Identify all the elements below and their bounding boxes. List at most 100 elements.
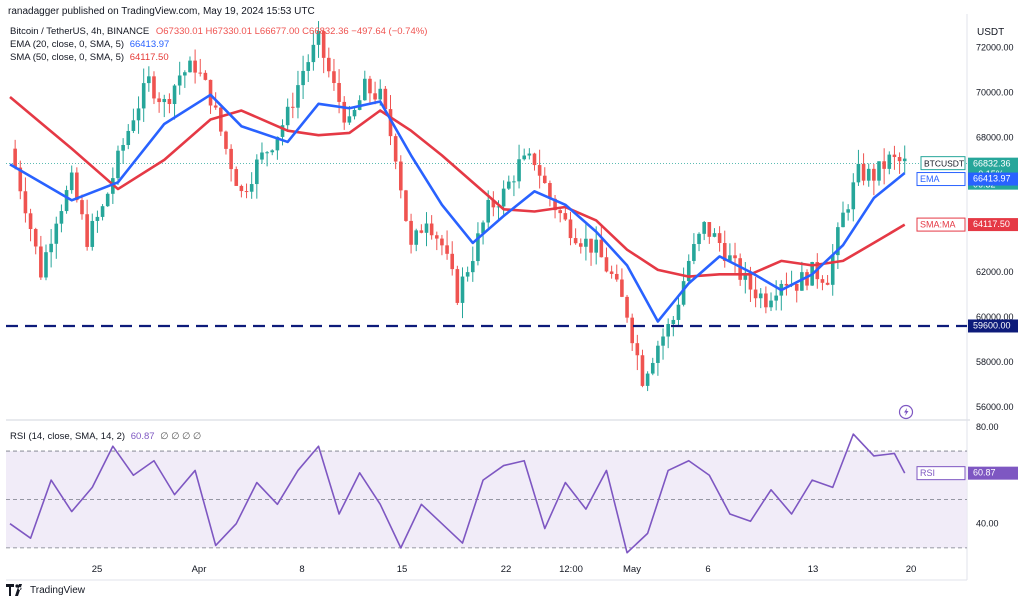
candle-body (702, 222, 706, 234)
candle-body (856, 163, 861, 183)
candle-body (419, 230, 424, 233)
sma-tag-label-box (916, 217, 966, 232)
candle-body (681, 281, 686, 305)
rsi-band (6, 451, 967, 548)
legend-sma-value: 64117.50 (129, 52, 169, 63)
candle-body (239, 185, 244, 192)
ema-tag-label-box (916, 172, 966, 187)
candle-body (666, 323, 670, 337)
candle-body (244, 191, 249, 193)
rsi-tag-box (968, 466, 1018, 480)
candle-body (861, 163, 866, 181)
candle-body (167, 98, 172, 105)
candle-body (841, 212, 845, 228)
time-tick-label: 20 (906, 564, 917, 575)
candle-body (172, 85, 177, 105)
time-tick-label: 8 (299, 564, 304, 575)
candle-body (219, 107, 223, 132)
candle-body (733, 255, 737, 259)
candle-body (692, 244, 696, 261)
price-tick-label: 62000.00 (976, 267, 1014, 277)
price-tick-label: 70000.00 (976, 88, 1014, 98)
sma-tag-label: SMA:MA (920, 220, 956, 230)
candle-body (686, 260, 691, 282)
candle-body (594, 239, 598, 253)
candle-body (764, 293, 768, 308)
candle-body (121, 145, 125, 151)
candle-body (661, 336, 665, 346)
candle-body (496, 206, 501, 208)
candle-body (738, 258, 742, 280)
candle-body (866, 168, 871, 181)
candle-body (671, 319, 676, 324)
candle-body (517, 159, 521, 182)
candle-body (830, 255, 835, 285)
candle-body (434, 235, 439, 239)
time-tick-label: 22 (501, 564, 512, 575)
candle-body (301, 70, 305, 86)
candle-body (126, 130, 131, 146)
candle-body (882, 161, 886, 169)
candle-body (794, 283, 799, 291)
candle-body (291, 106, 295, 108)
candle-body (270, 150, 275, 153)
sma-tag-text: 64117.50 (973, 219, 1010, 229)
candle-body (717, 233, 722, 243)
candle-body (64, 190, 69, 212)
rsi-tag-label: RSI (920, 468, 935, 478)
candle-body (116, 150, 120, 179)
candle-body (337, 83, 341, 102)
rsi-tag-label-box (916, 466, 966, 481)
candle-body (573, 238, 578, 244)
candle-body (249, 184, 254, 192)
ema-tag-label: EMA (920, 174, 940, 184)
candle-body (481, 222, 485, 234)
currency-label[interactable]: USDT (977, 27, 1005, 38)
candle-body (95, 216, 100, 221)
candle-body (635, 343, 640, 356)
candle-body (836, 227, 840, 256)
legend-sma-label: SMA (50, close, 0, SMA, 5) (10, 52, 125, 63)
time-tick-label: 25 (92, 564, 103, 575)
candle-body (805, 272, 809, 286)
candle-body (378, 88, 383, 100)
symbol-tag-text: BTCUSDT (924, 159, 964, 169)
candle-body (414, 230, 419, 245)
candle-body (470, 261, 475, 273)
legend-symbol-row: Bitcoin / TetherUS, 4h, BINANCE O67330.0… (10, 26, 427, 38)
candle-body (280, 125, 285, 137)
publisher-line: ranadagger published on TradingView.com,… (8, 6, 315, 17)
candle-body (650, 362, 655, 374)
candle-body (80, 200, 84, 215)
candle-body (229, 148, 233, 170)
price-tick-label: 72000.00 (976, 43, 1014, 53)
candle-body (712, 233, 717, 237)
candle-body (90, 220, 95, 247)
candle-body (141, 83, 146, 109)
candle-body (23, 191, 28, 214)
time-tick-label: 13 (808, 564, 819, 575)
candle-body (758, 293, 763, 299)
candle-body (234, 169, 239, 186)
candle-body (49, 243, 53, 253)
candle-body (625, 296, 629, 318)
candle-body (321, 31, 326, 58)
candle-body (44, 252, 48, 278)
candle-body (316, 31, 321, 45)
candle-body (28, 213, 33, 230)
candle-body (537, 165, 542, 176)
candle-body (59, 211, 64, 224)
candle-body (846, 209, 850, 213)
legend-rsi-value: 60.87 (130, 431, 155, 442)
sma-tag-box (968, 218, 1018, 232)
candle-body (342, 101, 347, 123)
candle-body (327, 57, 331, 72)
candle-body (784, 283, 789, 286)
candle-body (563, 213, 568, 220)
candle-body (902, 158, 907, 162)
candle-body (645, 373, 650, 386)
tradingview-logo-icon (6, 584, 22, 596)
footer-brand: TradingView (6, 584, 85, 596)
candle-body (465, 272, 470, 277)
